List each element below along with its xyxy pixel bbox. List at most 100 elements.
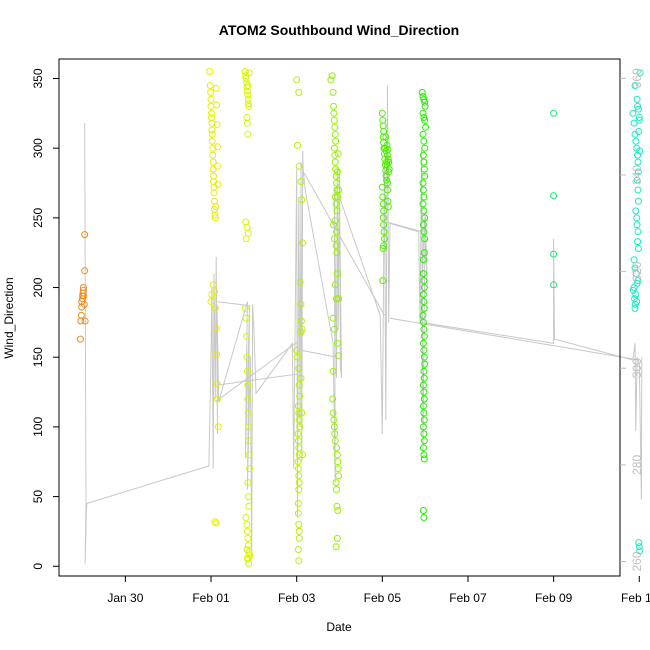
- track-segment: [215, 341, 298, 403]
- secondary-y-tick-label: 300: [630, 358, 644, 378]
- data-point: [332, 200, 340, 208]
- data-point: [331, 217, 339, 225]
- data-point: [630, 119, 638, 127]
- data-point: [335, 352, 343, 360]
- data-point: [244, 493, 252, 501]
- data-point: [635, 539, 643, 547]
- points-layer: [76, 68, 644, 567]
- track-segment: [215, 300, 250, 307]
- data-point: [80, 292, 88, 300]
- data-point: [295, 409, 303, 417]
- data-point: [419, 311, 427, 319]
- secondary-y-tick-label: 260: [630, 551, 644, 571]
- data-point: [331, 437, 339, 445]
- y-tick-label: 200: [31, 277, 45, 297]
- data-point: [636, 69, 644, 77]
- data-point: [421, 102, 429, 110]
- data-point: [77, 311, 85, 319]
- series-group: [76, 231, 89, 343]
- data-point: [383, 161, 391, 169]
- data-point: [635, 116, 643, 124]
- chart-title: ATOM2 Southbound Wind_Direction: [219, 22, 459, 38]
- data-point: [209, 144, 217, 152]
- data-point: [633, 221, 641, 229]
- data-point: [332, 172, 340, 180]
- secondary-y-tick-label: 360: [630, 68, 644, 88]
- data-point: [298, 409, 306, 417]
- data-point: [329, 88, 337, 96]
- data-point: [422, 123, 430, 131]
- data-point: [209, 151, 217, 159]
- secondary-y-tick-label: 320: [630, 261, 644, 281]
- data-point: [333, 179, 340, 187]
- data-point: [420, 346, 428, 354]
- data-point: [420, 437, 428, 445]
- data-point: [420, 325, 428, 333]
- data-point: [330, 144, 338, 152]
- data-point: [333, 207, 341, 215]
- secondary-y-tick-label: 280: [630, 455, 644, 475]
- data-point: [241, 304, 249, 312]
- data-point: [209, 158, 217, 166]
- data-point: [380, 221, 388, 229]
- data-point: [299, 451, 307, 459]
- data-point: [420, 455, 428, 463]
- data-point: [211, 211, 219, 219]
- data-point: [210, 189, 218, 197]
- data-point: [244, 95, 252, 103]
- data-point: [245, 102, 253, 110]
- data-point: [420, 137, 428, 145]
- data-point: [550, 109, 558, 117]
- data-point: [419, 270, 427, 278]
- data-point: [384, 186, 391, 194]
- data-point: [242, 75, 250, 82]
- data-point: [329, 409, 337, 417]
- data-point: [296, 423, 304, 431]
- data-point: [419, 444, 427, 452]
- data-point: [295, 527, 303, 535]
- data-point: [420, 158, 428, 166]
- data-point: [331, 151, 339, 159]
- data-point: [295, 88, 303, 96]
- data-point: [331, 130, 339, 138]
- data-point: [550, 192, 558, 200]
- data-point: [331, 281, 339, 289]
- data-point: [79, 284, 87, 291]
- data-point: [294, 430, 302, 438]
- data-point: [420, 114, 428, 121]
- data-point: [419, 179, 427, 187]
- data-point: [81, 267, 89, 275]
- data-point: [297, 178, 305, 186]
- data-point: [420, 332, 428, 340]
- data-point: [330, 221, 337, 229]
- data-point: [294, 141, 301, 149]
- data-point: [327, 76, 335, 84]
- x-tick-label: Feb 11: [621, 591, 650, 605]
- data-point: [420, 277, 428, 285]
- data-point: [330, 109, 338, 117]
- data-point: [420, 395, 428, 403]
- data-point: [331, 158, 339, 166]
- series-group: [378, 109, 393, 285]
- data-point: [295, 486, 303, 494]
- data-point: [380, 228, 388, 236]
- track-line: [84, 85, 643, 564]
- data-point: [243, 119, 251, 127]
- data-point: [244, 541, 252, 549]
- data-point: [419, 256, 427, 264]
- data-point: [633, 214, 641, 222]
- data-point: [383, 158, 391, 166]
- data-point: [245, 437, 253, 445]
- data-point: [242, 514, 250, 521]
- data-point: [418, 88, 426, 96]
- data-point: [634, 197, 642, 205]
- data-point: [330, 416, 338, 424]
- data-point: [419, 186, 427, 194]
- track-segment: [300, 349, 338, 358]
- x-tick-label: Feb 01: [192, 591, 230, 605]
- data-point: [206, 82, 214, 89]
- data-point: [333, 168, 341, 176]
- data-point: [419, 402, 427, 410]
